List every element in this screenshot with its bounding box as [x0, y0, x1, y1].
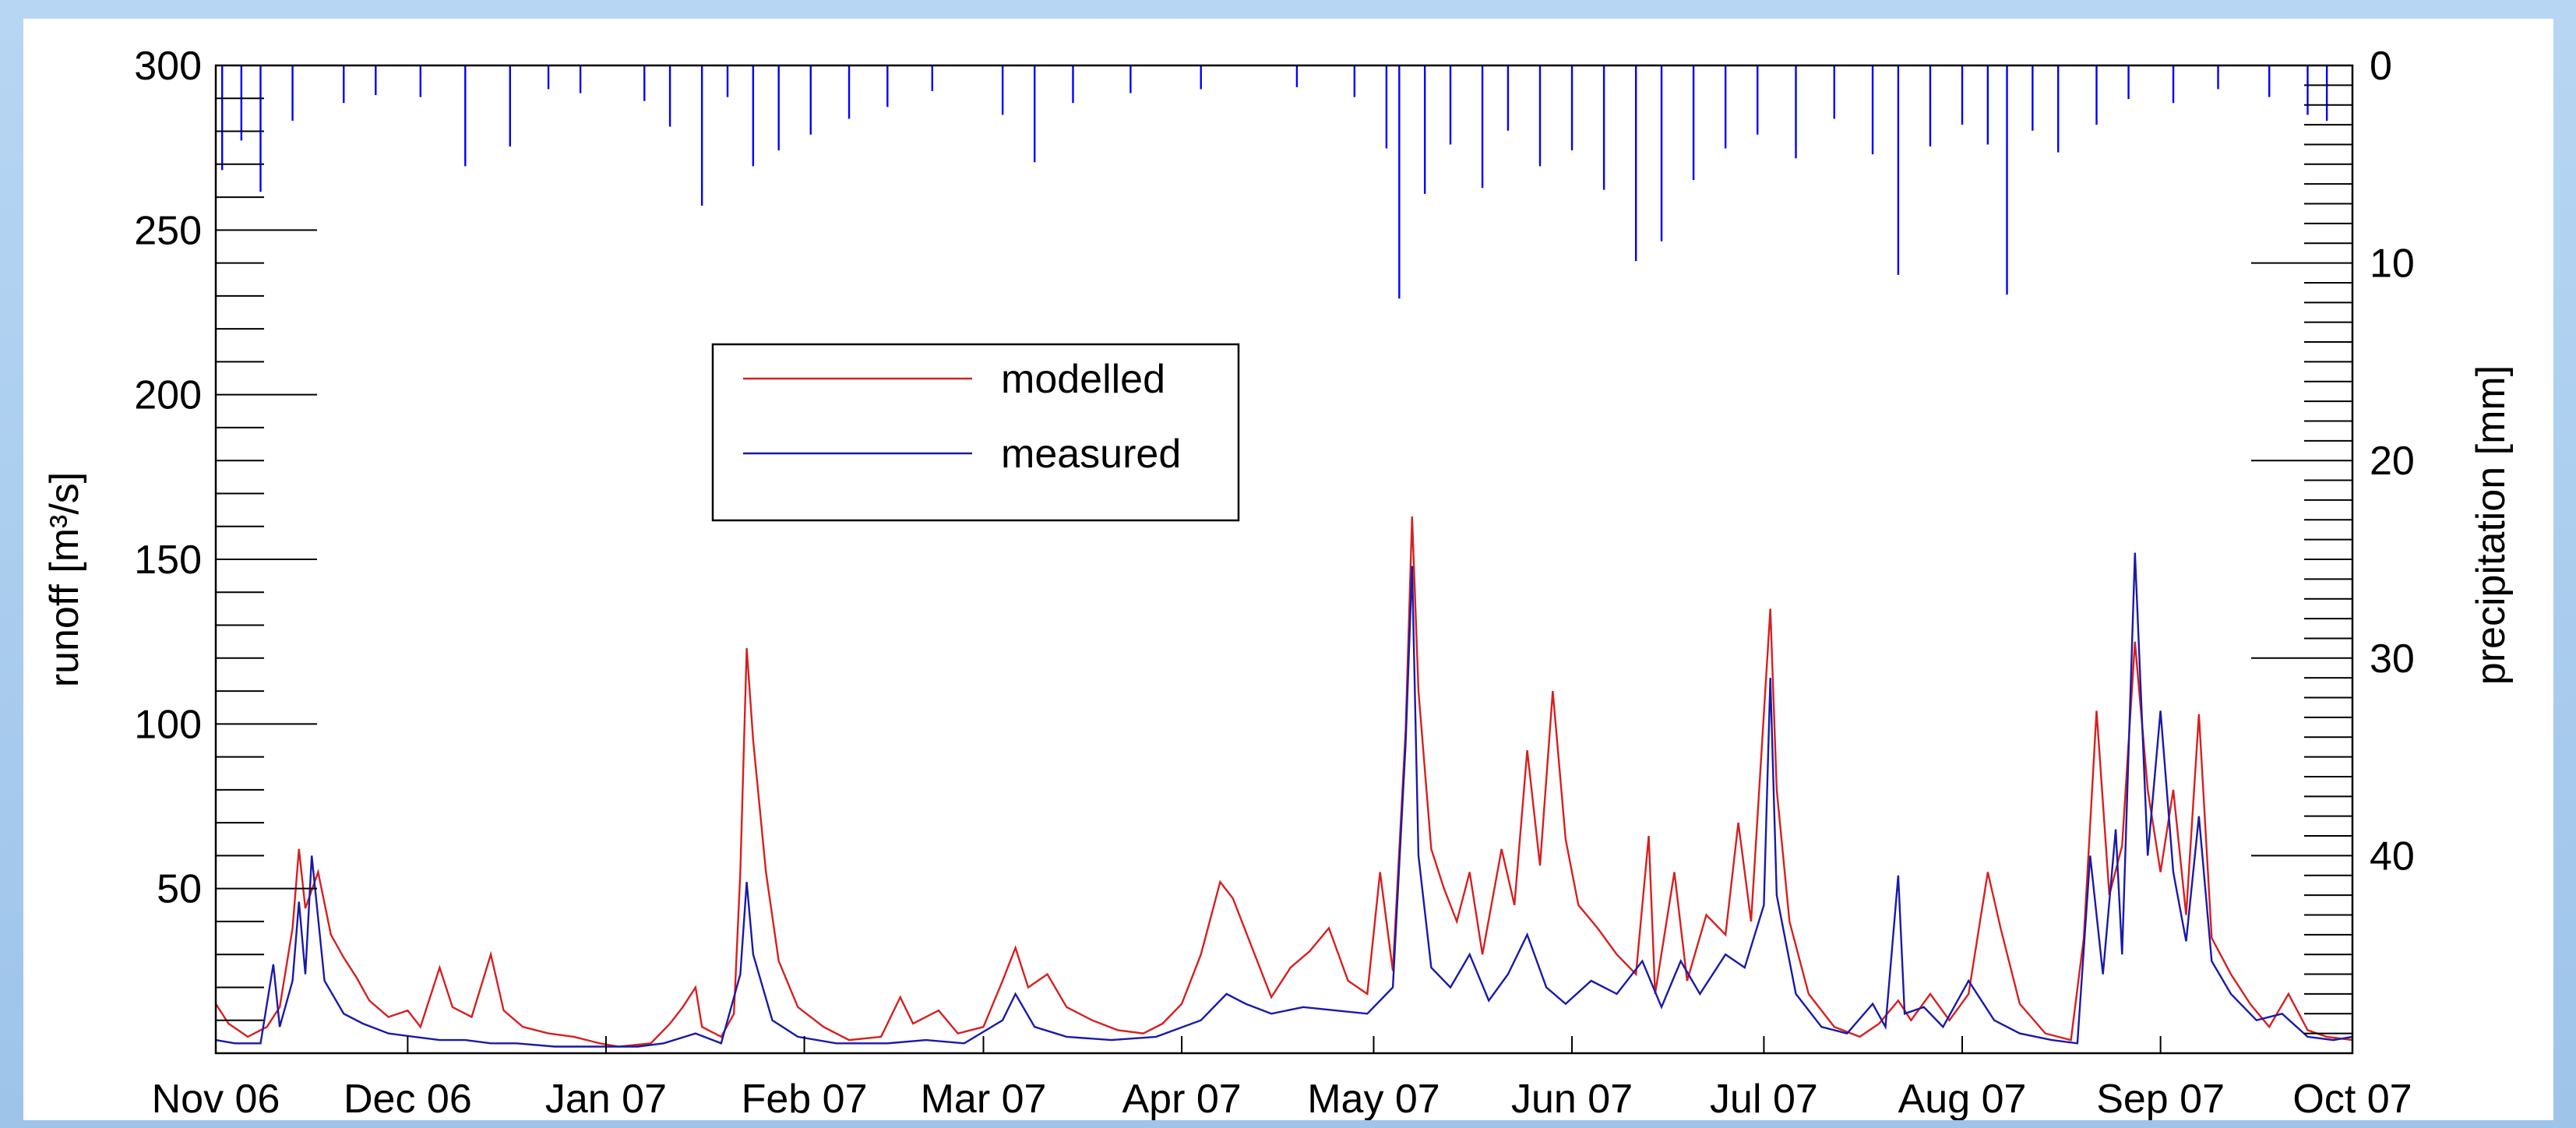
y2-tick-label: 40 — [2370, 834, 2415, 879]
chart-panel: 50 100 150 200 250 300 0 10 20 30 40 Nov 06 Dec 06 Ja… — [23, 19, 2553, 1120]
precipitation-bars — [221, 65, 2328, 299]
axes: 50 100 150 200 250 300 0 10 20 30 40 Nov 06 Dec 06 Ja… — [134, 44, 2415, 1120]
x-tick-label: Jan 07 — [545, 1077, 667, 1120]
x-tick-label: Feb 07 — [742, 1077, 868, 1120]
legend: modelled measured — [711, 343, 1240, 522]
x-tick-label: Dec 06 — [344, 1077, 472, 1120]
y-tick-label: 100 — [134, 702, 202, 747]
series-line-modelled — [214, 516, 2353, 1048]
y2-tick-label: 30 — [2370, 636, 2415, 682]
x-tick-label: Jul 07 — [1710, 1077, 1818, 1120]
x-tick-label: Nov 06 — [152, 1077, 280, 1120]
y2-tick-label: 0 — [2370, 44, 2392, 89]
x-tick-label: Aug 07 — [1898, 1077, 2027, 1120]
legend-label-measured: measured — [1001, 432, 1181, 477]
x-tick-label: Sep 07 — [2096, 1077, 2225, 1120]
y-axis-title: runoff [m³/s] — [42, 472, 87, 687]
plot-frame — [214, 64, 2354, 1055]
y-tick-label: 150 — [134, 538, 202, 583]
y2-axis-title: precipitation [mm] — [2469, 365, 2514, 685]
x-tick-label: May 07 — [1307, 1077, 1440, 1120]
legend-box — [711, 343, 1240, 522]
x-tick-label: Jun 07 — [1511, 1077, 1633, 1120]
series-lines — [214, 516, 2353, 1048]
y-tick-label: 200 — [134, 373, 202, 418]
x-tick-label: Mar 07 — [921, 1077, 1047, 1120]
x-tick-label: Apr 07 — [1122, 1077, 1241, 1120]
y2-tick-label: 10 — [2370, 241, 2415, 287]
series-line-measured — [215, 552, 2353, 1048]
y-tick-label: 250 — [134, 208, 202, 253]
x-tick-label: Oct 07 — [2292, 1077, 2412, 1120]
runoff-precipitation-chart: 50 100 150 200 250 300 0 10 20 30 40 Nov 06 Dec 06 Ja… — [42, 44, 2514, 1120]
y2-tick-label: 20 — [2370, 439, 2415, 484]
y-tick-label: 50 — [157, 867, 202, 912]
legend-label-modelled: modelled — [1001, 357, 1165, 402]
y-tick-label: 300 — [134, 44, 202, 89]
